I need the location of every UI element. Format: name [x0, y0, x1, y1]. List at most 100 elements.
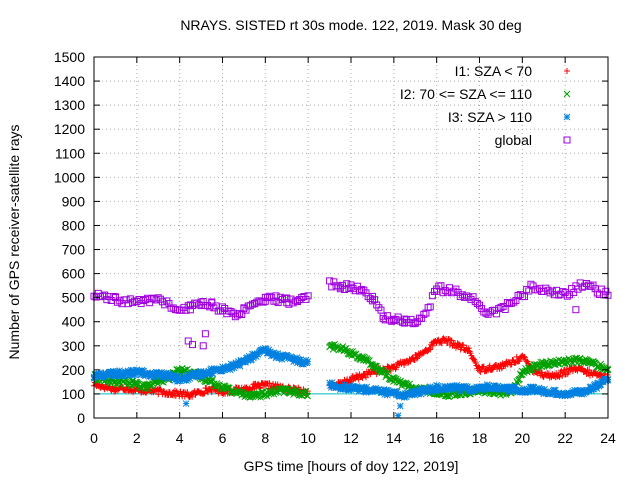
data-point — [563, 365, 570, 372]
data-point — [511, 383, 519, 391]
data-point — [229, 309, 237, 317]
legend-marker — [564, 68, 570, 74]
data-point — [426, 345, 433, 352]
legend-label: I2: 70 <= SZA <= 110 — [400, 86, 532, 102]
data-point — [362, 289, 370, 297]
data-point — [233, 311, 241, 319]
data-point — [549, 358, 557, 366]
legend-label: I3: SZA > 110 — [448, 109, 532, 125]
data-point — [454, 288, 462, 296]
data-point — [272, 292, 280, 300]
data-point — [450, 287, 458, 295]
data-point — [569, 368, 576, 375]
y-tick-label: 900 — [62, 193, 86, 209]
y-tick-label: 400 — [62, 314, 86, 330]
data-point — [585, 281, 593, 289]
data-point — [480, 363, 487, 370]
data-point — [203, 385, 210, 392]
x-tick-label: 0 — [90, 430, 98, 446]
y-tick-label: 500 — [62, 290, 86, 306]
data-point — [293, 386, 301, 394]
x-tick-label: 14 — [386, 430, 402, 446]
data-point — [388, 317, 396, 325]
data-point — [424, 304, 432, 312]
data-point — [429, 342, 436, 349]
data-point — [379, 312, 387, 320]
data-point — [501, 305, 509, 313]
data-point — [382, 373, 390, 381]
y-tick-label: 300 — [62, 338, 86, 354]
data-point — [304, 358, 312, 365]
x-tick-label: 6 — [219, 430, 227, 446]
data-point — [515, 376, 523, 383]
data-point — [304, 392, 312, 400]
legend-marker — [563, 113, 571, 121]
data-point — [510, 298, 518, 306]
data-point — [375, 304, 383, 312]
legend-item: global — [495, 132, 571, 148]
data-point — [477, 368, 484, 375]
data-point — [411, 319, 419, 327]
legend-item: I3: SZA > 110 — [448, 109, 571, 125]
data-point — [473, 299, 481, 307]
data-point — [331, 340, 339, 348]
data-point — [455, 341, 462, 348]
data-point — [191, 299, 199, 307]
grid — [94, 57, 608, 418]
data-point — [163, 297, 171, 305]
data-point — [383, 312, 391, 320]
y-tick-label: 1400 — [54, 73, 85, 89]
x-tick-label: 20 — [515, 430, 531, 446]
x-tick-label: 16 — [429, 430, 445, 446]
x-tick-label: 12 — [343, 430, 359, 446]
y-tick-label: 1000 — [54, 169, 85, 185]
legend-marker — [563, 90, 571, 98]
data-point — [469, 293, 477, 301]
data-point — [521, 353, 528, 360]
data-point — [502, 362, 509, 369]
data-point — [246, 302, 254, 310]
data-point — [154, 294, 162, 302]
data-point — [283, 385, 291, 392]
y-tick-label: 200 — [62, 362, 86, 378]
data-point — [591, 285, 599, 293]
data-point — [111, 388, 118, 395]
outlier-point — [396, 402, 404, 410]
data-point — [556, 373, 563, 380]
data-point — [587, 372, 594, 379]
data-point — [403, 316, 411, 324]
data-point — [208, 388, 215, 395]
series-star — [90, 345, 612, 401]
y-tick-label: 0 — [77, 410, 85, 426]
data-point — [479, 364, 486, 371]
data-point — [523, 285, 531, 293]
data-point — [261, 297, 269, 305]
data-point — [186, 306, 194, 314]
data-point — [343, 280, 351, 288]
x-axis-label: GPS time [hours of doy 122, 2019] — [244, 458, 459, 474]
outlier-point — [201, 330, 209, 338]
y-axis-label: Number of GPS receiver-satellite rays — [6, 125, 22, 360]
data-point — [199, 298, 207, 306]
data-point — [460, 342, 467, 349]
y-tick-label: 600 — [62, 266, 86, 282]
data-point — [184, 389, 191, 396]
outlier-point — [199, 342, 207, 350]
data-point — [565, 291, 573, 299]
data-point — [516, 358, 523, 365]
data-point — [368, 297, 376, 305]
x-tick-label: 22 — [557, 430, 573, 446]
data-point — [242, 306, 250, 314]
data-point — [437, 282, 445, 290]
data-point — [189, 393, 196, 400]
data-point — [268, 294, 276, 302]
data-point — [512, 359, 519, 366]
x-tick-label: 8 — [261, 430, 269, 446]
outlier-point — [572, 306, 580, 314]
data-point — [366, 295, 374, 303]
data-point — [182, 306, 190, 314]
legend-item: I1: SZA < 70 — [455, 63, 570, 79]
data-point — [520, 293, 528, 301]
y-tick-label: 100 — [62, 386, 86, 402]
legend-item: I2: 70 <= SZA <= 110 — [400, 86, 571, 102]
